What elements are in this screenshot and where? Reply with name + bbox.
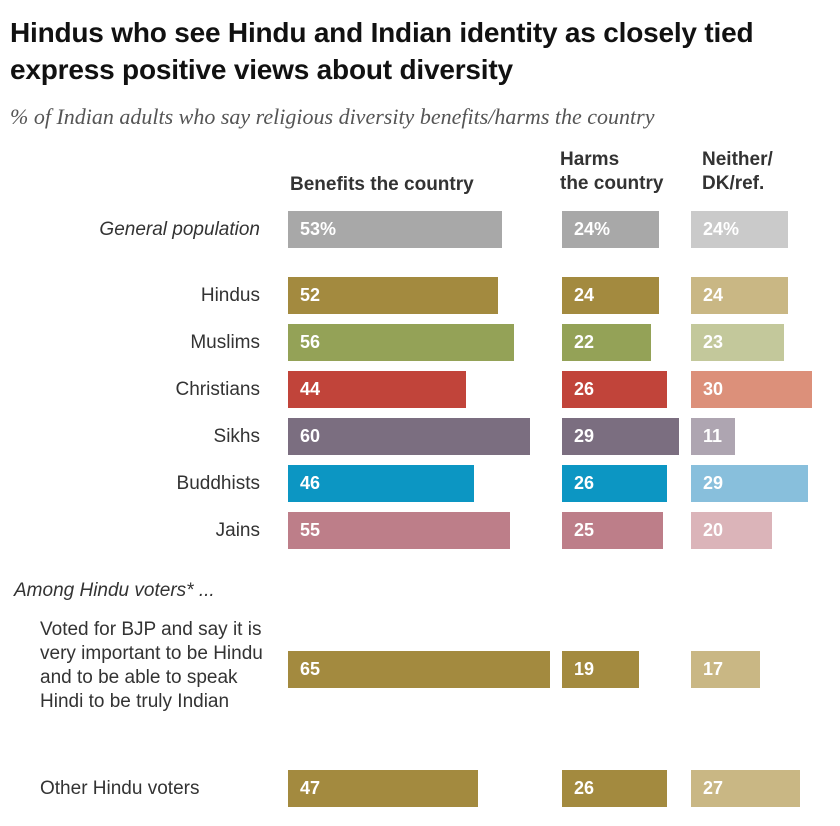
bar-harms-hindus: 24 bbox=[562, 277, 659, 314]
chart-title: Hindus who see Hindu and Indian identity… bbox=[10, 17, 754, 85]
bar-harms-general-population: 24% bbox=[562, 211, 659, 248]
row-label-jains: Jains bbox=[215, 520, 260, 541]
row-label-general-population: General population bbox=[99, 219, 260, 240]
bar-benefits-christians: 44 bbox=[288, 371, 466, 408]
bar-harms-jains: 25 bbox=[562, 512, 663, 549]
bar-neither-hindus: 24 bbox=[691, 277, 788, 314]
bar-label-harms-christians: 26 bbox=[574, 379, 595, 399]
bar-benefits-muslims: 56 bbox=[288, 324, 514, 361]
bar-benefits-buddhists: 46 bbox=[288, 465, 474, 502]
bar-harms-other-hindu-voters: 26 bbox=[562, 770, 667, 807]
bar-label-neither-muslims: 23 bbox=[703, 332, 724, 352]
bar-label-harms-general-population: 24% bbox=[574, 219, 611, 239]
bar-label-benefits-buddhists: 46 bbox=[300, 473, 321, 493]
bar-label-neither-christians: 30 bbox=[703, 379, 724, 399]
bar-label-neither-other-hindu-voters: 27 bbox=[703, 778, 724, 798]
bar-label-neither-jains: 20 bbox=[703, 520, 724, 540]
bar-benefits-other-hindu-voters: 47 bbox=[288, 770, 478, 807]
bar-label-benefits-jains: 55 bbox=[300, 520, 321, 540]
row-label-sikhs: Sikhs bbox=[213, 426, 260, 447]
bar-label-benefits-muslims: 56 bbox=[300, 332, 321, 352]
bar-label-harms-hindus: 24 bbox=[574, 285, 595, 305]
row-label-bjp-voters: Voted for BJP and say it is very importa… bbox=[40, 619, 263, 712]
bar-benefits-sikhs: 60 bbox=[288, 418, 530, 455]
column-header-neither-line1: Neither/ bbox=[702, 149, 773, 170]
column-header-benefits: Benefits the country bbox=[290, 174, 474, 195]
chart-subtitle: % of Indian adults who say religious div… bbox=[10, 104, 655, 129]
bar-benefits-jains: 55 bbox=[288, 512, 510, 549]
bar-label-harms-buddhists: 26 bbox=[574, 473, 595, 493]
bar-neither-sikhs: 11 bbox=[691, 418, 735, 455]
bar-harms-bjp-voters: 19 bbox=[562, 651, 639, 688]
bar-label-harms-muslims: 22 bbox=[574, 332, 595, 352]
column-header-harms: Harms the country bbox=[560, 148, 663, 196]
bar-label-neither-general-population: 24% bbox=[703, 219, 740, 239]
bar-benefits-general-population: 53% bbox=[288, 211, 502, 248]
bar-label-benefits-bjp-voters: 65 bbox=[300, 659, 321, 679]
bar-label-neither-sikhs: 11 bbox=[703, 426, 723, 446]
bar-neither-other-hindu-voters: 27 bbox=[691, 770, 800, 807]
bar-harms-sikhs: 29 bbox=[562, 418, 679, 455]
bar-neither-buddhists: 29 bbox=[691, 465, 808, 502]
bar-label-benefits-sikhs: 60 bbox=[300, 426, 321, 446]
bar-harms-buddhists: 26 bbox=[562, 465, 667, 502]
bar-label-harms-sikhs: 29 bbox=[574, 426, 595, 446]
bar-label-benefits-other-hindu-voters: 47 bbox=[300, 778, 321, 798]
row-label-buddhists: Buddhists bbox=[176, 473, 260, 494]
bar-label-neither-bjp-voters: 17 bbox=[703, 659, 724, 679]
bar-neither-muslims: 23 bbox=[691, 324, 784, 361]
bar-label-neither-buddhists: 29 bbox=[703, 473, 724, 493]
bar-neither-bjp-voters: 17 bbox=[691, 651, 760, 688]
bar-harms-muslims: 22 bbox=[562, 324, 651, 361]
bar-label-harms-jains: 25 bbox=[574, 520, 595, 540]
bar-benefits-bjp-voters: 65 bbox=[288, 651, 550, 688]
bar-label-benefits-christians: 44 bbox=[300, 379, 321, 399]
column-header-neither: Neither/ DK/ref. bbox=[702, 148, 773, 196]
row-label-christians: Christians bbox=[175, 379, 260, 400]
column-header-harms-line2: the country bbox=[560, 173, 664, 194]
column-header-neither-line2: DK/ref. bbox=[702, 173, 765, 194]
bar-label-benefits-hindus: 52 bbox=[300, 285, 321, 305]
bar-label-neither-hindus: 24 bbox=[703, 285, 724, 305]
bar-neither-jains: 20 bbox=[691, 512, 772, 549]
bar-benefits-hindus: 52 bbox=[288, 277, 498, 314]
row-label-other-hindu-voters: Other Hindu voters bbox=[40, 778, 200, 799]
bar-harms-christians: 26 bbox=[562, 371, 667, 408]
bar-label-benefits-general-population: 53% bbox=[300, 219, 337, 239]
bar-label-harms-bjp-voters: 19 bbox=[574, 659, 595, 679]
bar-label-harms-other-hindu-voters: 26 bbox=[574, 778, 595, 798]
bar-neither-christians: 30 bbox=[691, 371, 812, 408]
section-label-hindu-voters: Among Hindu voters* ... bbox=[14, 580, 215, 601]
bar-neither-general-population: 24% bbox=[691, 211, 788, 248]
row-label-hindus: Hindus bbox=[200, 285, 260, 306]
row-label-muslims: Muslims bbox=[190, 332, 260, 353]
column-header-harms-line1: Harms bbox=[560, 149, 620, 170]
